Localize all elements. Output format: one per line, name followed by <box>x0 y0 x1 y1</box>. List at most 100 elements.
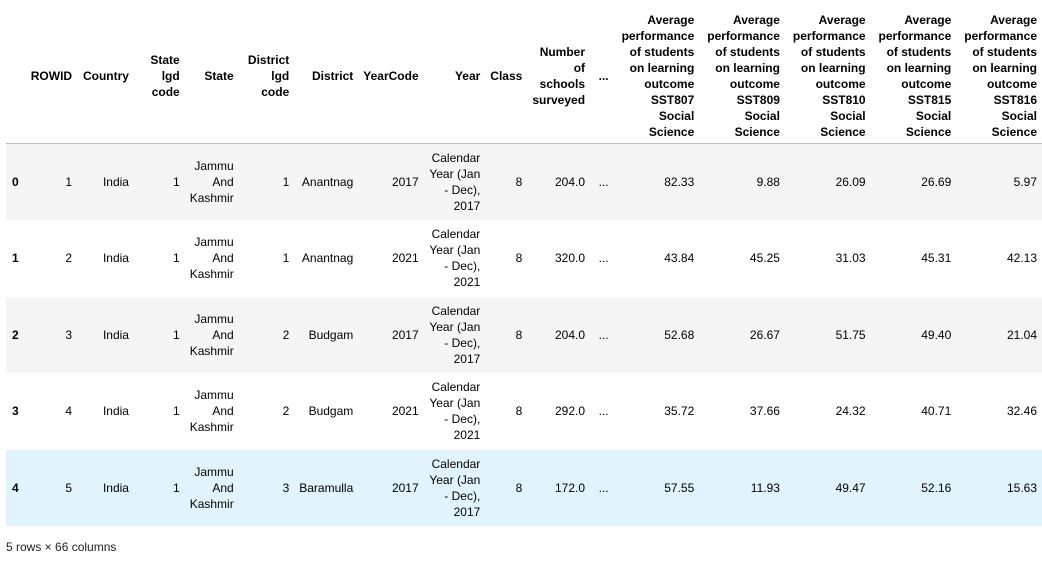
row-index: 1 <box>12 251 19 266</box>
table-cell: 204.0 <box>555 175 586 189</box>
dataframe-output: ROWID Country State lgd code State District … <box>6 8 1042 526</box>
table-cell: ... <box>598 404 609 419</box>
table-cell: 4 <box>65 404 73 419</box>
column-header: State lgd code <box>133 8 185 144</box>
column-header: State <box>184 8 239 144</box>
table-cell: 8 <box>515 175 523 189</box>
column-header: Year <box>423 8 486 144</box>
table-row[interactable]: 1 2 India 1 Jammu And Kashmir 1 Anantnag 2021 Ca… <box>6 220 1042 297</box>
table-cell: Calendar Year (Jan - Dec), 2021 <box>429 227 481 290</box>
table-cell: 8 <box>515 327 523 342</box>
column-header: Number of schools surveyed <box>527 8 591 144</box>
table-cell: Calendar Year (Jan - Dec), 2017 <box>429 456 481 519</box>
index-header <box>6 8 26 144</box>
table-cell: Calendar Year (Jan - Dec), 2017 <box>429 303 481 366</box>
table-cell: 5.97 <box>1013 175 1037 189</box>
table-cell: 51.75 <box>835 327 866 342</box>
table-cell: 26.69 <box>921 175 952 189</box>
table-cell: 1 <box>282 175 290 189</box>
table-cell: Anantnag <box>301 251 354 266</box>
column-header: Average performance of students on learn… <box>699 8 785 144</box>
table-cell: 49.40 <box>921 327 952 342</box>
table-cell: Jammu And Kashmir <box>189 388 234 435</box>
header-row: ROWID Country State lgd code State District … <box>6 8 1042 144</box>
row-index: 4 <box>12 480 19 495</box>
table-cell: 49.47 <box>835 480 866 495</box>
table-cell: India <box>102 175 129 189</box>
table-cell: 40.71 <box>921 404 952 419</box>
table-cell: 11.93 <box>750 480 780 495</box>
table-cell: 5 <box>65 480 73 495</box>
table-cell: 1 <box>173 251 180 266</box>
table-cell: 21.04 <box>1006 327 1037 342</box>
shape-summary: 5 rows × 66 columns <box>6 540 117 554</box>
table-cell: 35.72 <box>664 404 695 419</box>
table-cell: 292.0 <box>555 404 586 419</box>
table-cell: 31.03 <box>835 251 866 266</box>
table-cell: 52.16 <box>921 480 952 495</box>
column-header: Average performance of students on learn… <box>956 8 1042 144</box>
column-header: Class <box>485 8 528 144</box>
table-cell: 1 <box>65 175 73 189</box>
table-cell: 42.13 <box>1006 251 1037 266</box>
table-row[interactable]: 0 1 India 1 Jammu And Kashmir 1 Anantnag 2017 Ca… <box>6 143 1042 220</box>
row-index: 3 <box>12 404 19 419</box>
table-cell: Calendar Year (Jan - Dec), 2017 <box>429 151 481 213</box>
table-row[interactable]: 4 5 India 1 Jammu And Kashmir 3 Baramulla 2017 C… <box>6 449 1042 526</box>
table-cell: 8 <box>515 480 523 495</box>
table-cell: Calendar Year (Jan - Dec), 2021 <box>429 380 481 443</box>
table-cell: 8 <box>515 251 523 266</box>
table-cell: India <box>102 327 129 342</box>
dataframe-table: ROWID Country State lgd code State District … <box>6 8 1042 526</box>
column-header: ROWID <box>25 8 78 144</box>
table-cell: 26.09 <box>835 175 866 189</box>
column-header: Average performance of students on learn… <box>784 8 871 144</box>
table-cell: Budgam <box>308 404 354 419</box>
table-cell: 1 <box>173 175 180 189</box>
table-cell: 2017 <box>391 175 419 189</box>
row-index: 0 <box>12 175 19 189</box>
table-cell: 3 <box>282 480 290 495</box>
table-cell: Jammu And Kashmir <box>189 235 234 282</box>
table-cell: 32.46 <box>1006 404 1037 419</box>
column-header: Country <box>77 8 134 144</box>
table-cell: 1 <box>173 404 180 419</box>
table-cell: ... <box>598 175 609 189</box>
table-cell: 2021 <box>391 251 419 266</box>
table-cell: 172.0 <box>555 480 586 495</box>
table-cell: Budgam <box>308 327 354 342</box>
table-row[interactable]: 3 4 India 1 Jammu And Kashmir 2 Budgam 2021 Cale… <box>6 373 1042 450</box>
table-cell: Jammu And Kashmir <box>189 159 234 205</box>
table-cell: 1 <box>173 480 180 495</box>
table-cell: Jammu And Kashmir <box>189 464 234 511</box>
table-cell: India <box>102 404 129 419</box>
table-cell: 2 <box>282 327 290 342</box>
table-cell: 9.88 <box>756 175 780 189</box>
table-cell: ... <box>598 251 609 266</box>
table-cell: ... <box>598 327 609 342</box>
table-cell: 204.0 <box>555 327 586 342</box>
table-cell: 8 <box>515 404 523 419</box>
table-cell: 2021 <box>391 404 419 419</box>
row-index: 2 <box>12 327 19 342</box>
column-header: YearCode <box>358 8 424 144</box>
table-cell: 57.55 <box>664 480 695 495</box>
table-cell: 24.32 <box>835 404 866 419</box>
table-cell: 1 <box>173 327 180 342</box>
table-cell: 1 <box>282 251 290 266</box>
table-cell: India <box>102 251 129 266</box>
table-body: 0 1 India 1 Jammu And Kashmir 1 Anantnag 2017 Ca… <box>6 143 1042 526</box>
table-cell: 45.25 <box>749 251 780 266</box>
table-cell: Jammu And Kashmir <box>189 311 234 358</box>
column-header: District <box>294 8 359 144</box>
table-cell: 82.33 <box>664 175 695 189</box>
table-cell: 3 <box>65 327 73 342</box>
table-cell: India <box>102 480 129 495</box>
table-cell: 52.68 <box>664 327 695 342</box>
table-cell: 43.84 <box>664 251 695 266</box>
table-row[interactable]: 2 3 India 1 Jammu And Kashmir 2 Budgam 2017 Cale… <box>6 296 1042 373</box>
column-header: District lgd code <box>238 8 295 144</box>
table-cell: Baramulla <box>299 480 354 495</box>
table-cell: 2 <box>282 404 290 419</box>
table-cell: 2017 <box>391 480 419 495</box>
